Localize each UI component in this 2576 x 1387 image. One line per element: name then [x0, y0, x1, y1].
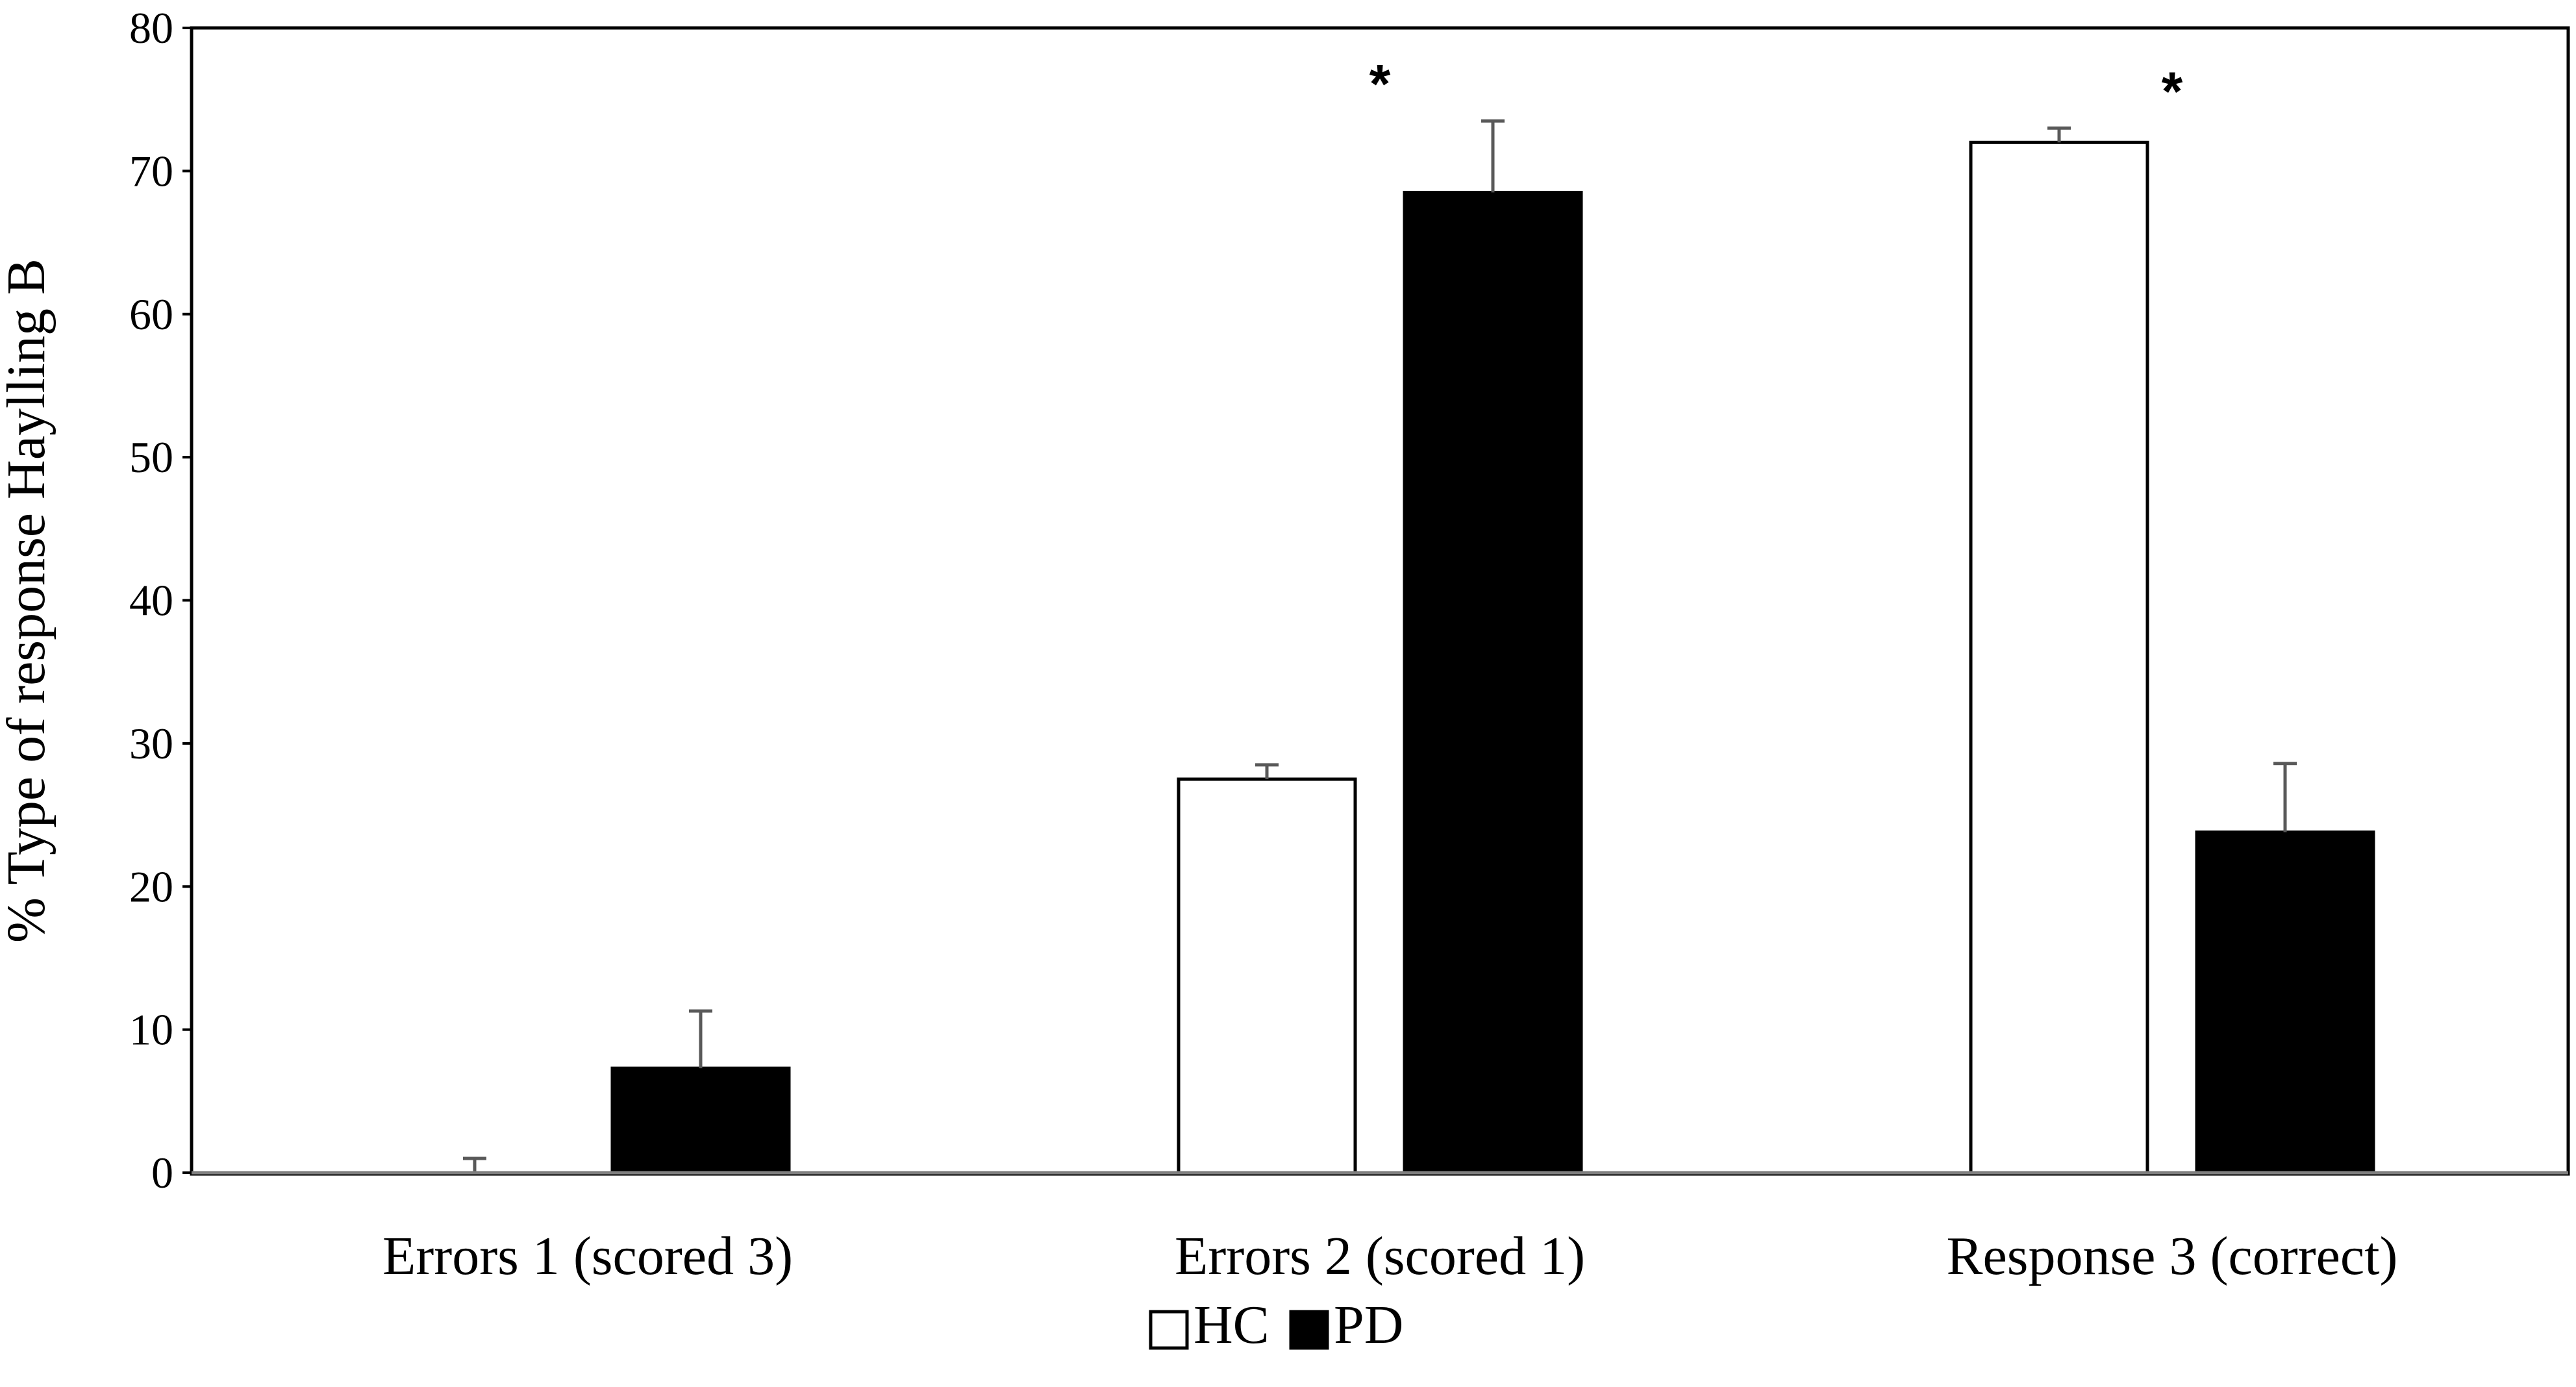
significance-marker: * [2162, 60, 2183, 121]
y-tick-label: 80 [129, 3, 173, 53]
y-tick-label: 30 [129, 719, 173, 768]
bars [610, 140, 2375, 1175]
x-category-label: Errors 1 (scored 3) [382, 1226, 793, 1286]
y-tick-label: 50 [129, 432, 173, 482]
bar-pd-2 [2195, 831, 2375, 1175]
y-tick-label: 70 [129, 146, 173, 195]
y-axis-title: % Type of response Haylling B [0, 258, 56, 943]
significance-marker: * [1369, 53, 1391, 114]
y-tick-label: 60 [129, 290, 173, 339]
bar-pd-0 [610, 1066, 791, 1175]
bar-pd-1 [1403, 190, 1583, 1175]
legend-label-pd: PD [1334, 1295, 1403, 1355]
legend-swatch-pd [1289, 1310, 1329, 1350]
significance-annotations: * * [1369, 53, 2183, 121]
legend-label-hc: HC [1194, 1295, 1269, 1355]
y-tick-label: 20 [129, 862, 173, 911]
x-category-label: Errors 2 (scored 1) [1175, 1226, 1585, 1286]
error-bars [463, 119, 2297, 1173]
y-axis: 0 10 20 30 40 50 60 70 80 [129, 3, 192, 1197]
bar-hc-1 [1177, 777, 1357, 1175]
y-tick-label: 0 [151, 1148, 173, 1197]
legend: HC PD [1149, 1295, 1403, 1355]
legend-swatch-hc [1149, 1310, 1189, 1350]
y-tick-label: 10 [129, 1005, 173, 1055]
bar-hc-2 [1969, 140, 2149, 1175]
x-axis-labels: Errors 1 (scored 3) Errors 2 (scored 1) Re… [382, 1226, 2398, 1286]
x-category-label: Response 3 (correct) [1946, 1226, 2397, 1286]
y-tick-label: 40 [129, 576, 173, 625]
